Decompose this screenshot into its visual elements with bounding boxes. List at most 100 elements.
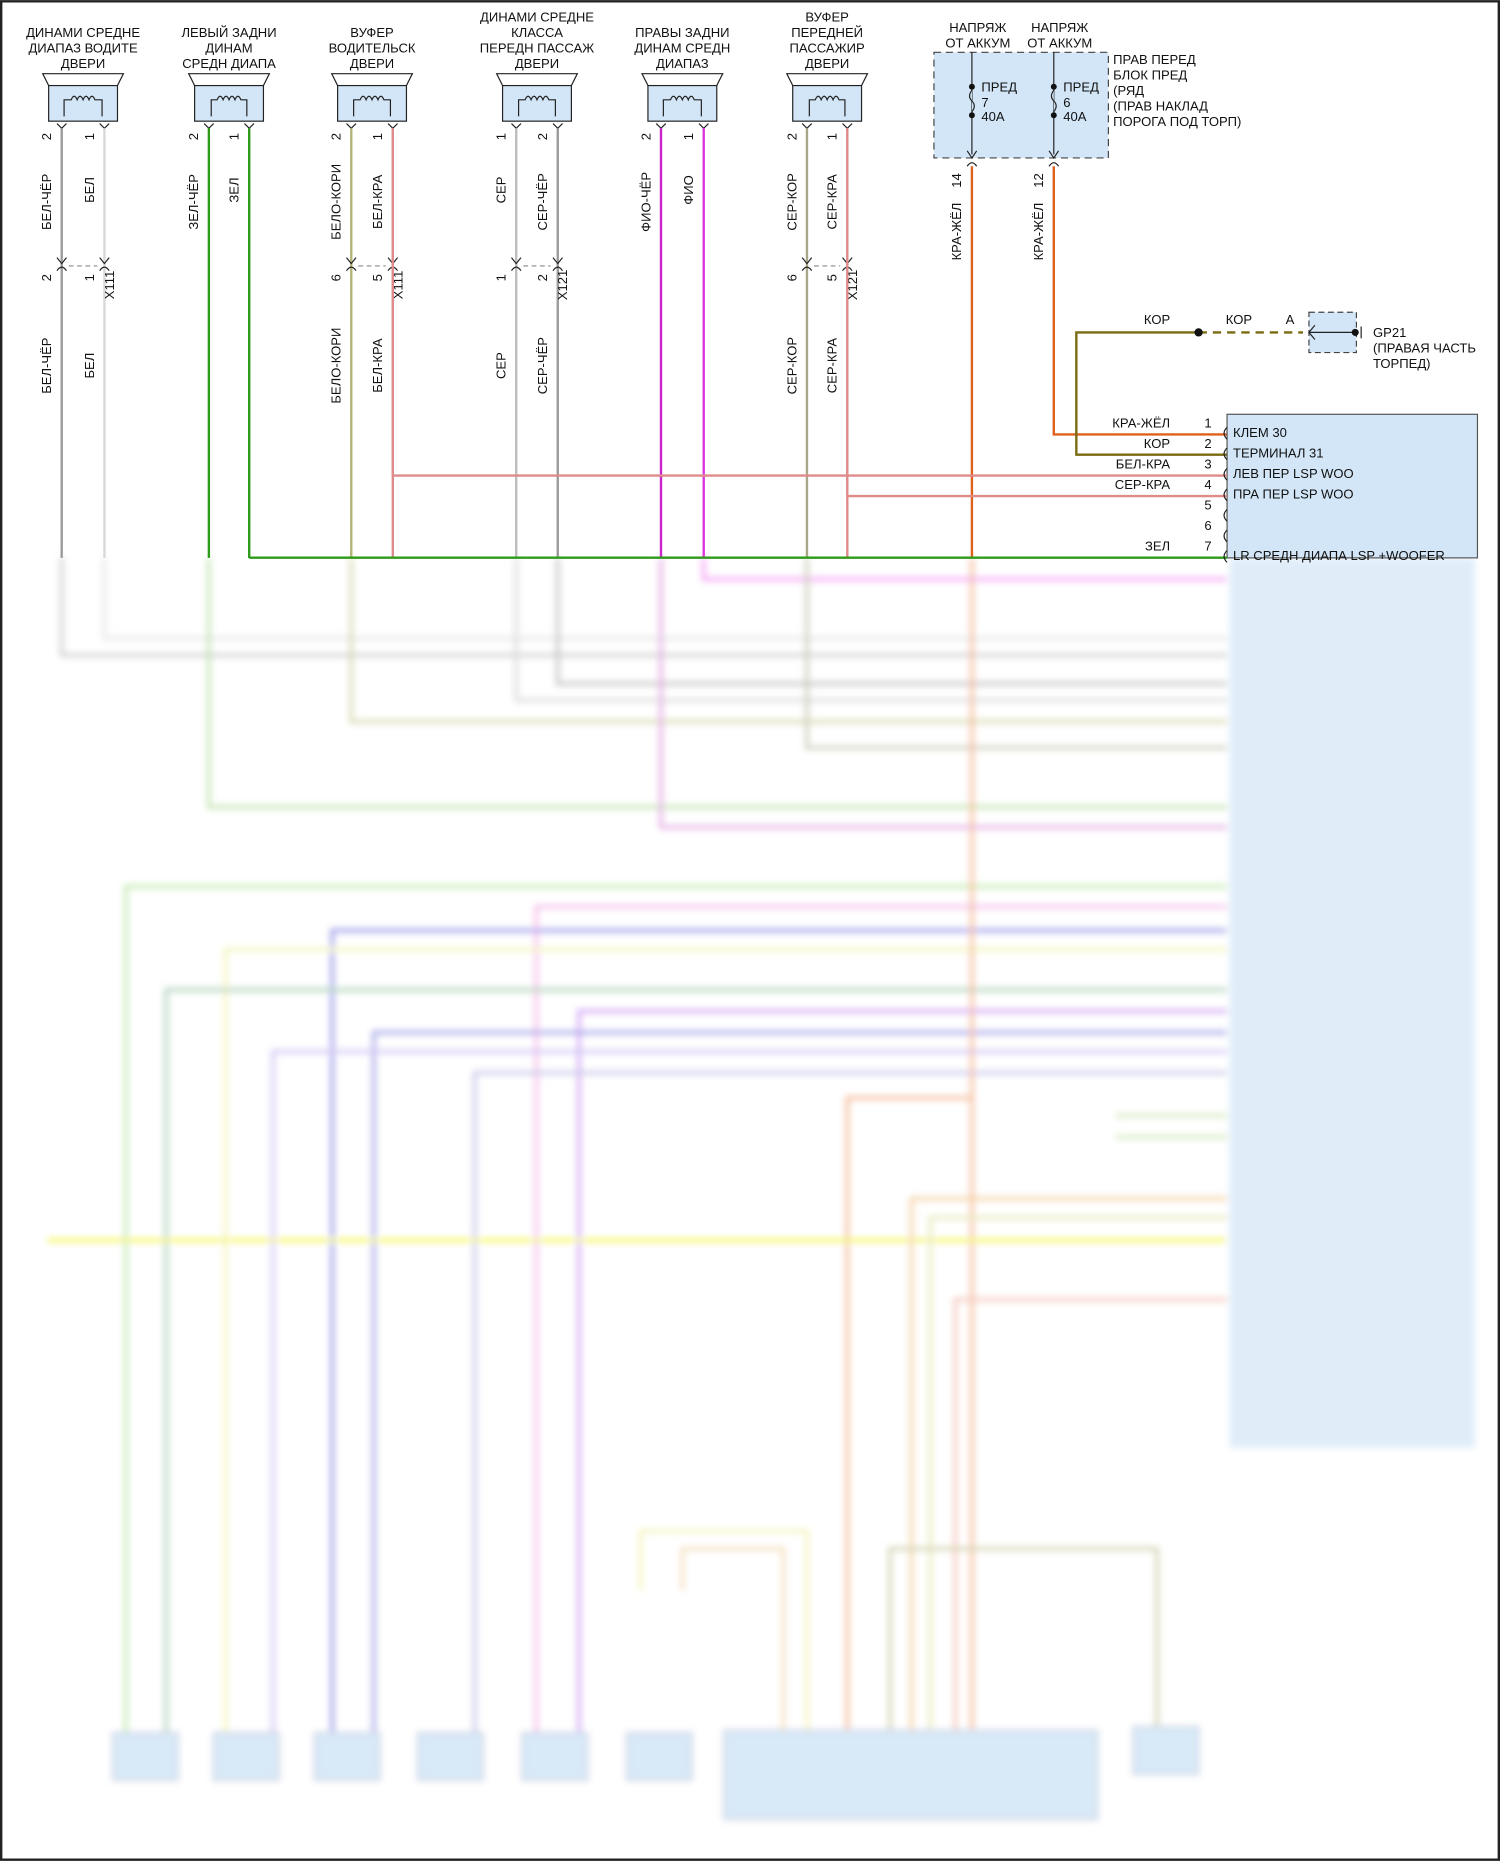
- pin-number: 1: [82, 133, 97, 140]
- speaker-coil-icon: [517, 95, 556, 117]
- wire-blurred: [472, 1071, 1228, 1733]
- speaker-title: СРЕДН ДИАПА: [182, 56, 276, 71]
- module-terminal-icon: [1223, 447, 1228, 461]
- wire-label: СЕР-КРА: [825, 338, 840, 394]
- speaker-body: [48, 84, 119, 122]
- speaker-horn-icon: [187, 73, 271, 87]
- wire-blurred: [271, 1049, 1228, 1733]
- wire-blurred: [953, 1297, 1228, 1733]
- speaker-title: ДИАПАЗ: [656, 56, 709, 71]
- fuse-block-label: (ПРАВ НАКЛАД: [1113, 98, 1208, 113]
- splice-point: [1194, 328, 1203, 337]
- fuse-terminal: [1050, 112, 1057, 119]
- wire: [391, 128, 1228, 477]
- speaker-title: ДИНАМ СРЕДН: [634, 40, 730, 55]
- ground-location: ТОРПЕД): [1373, 356, 1431, 371]
- wire-label: ЗЕЛ-ЧЁР: [186, 174, 201, 230]
- inline-connector-icon: [56, 257, 67, 272]
- speaker-title: ДИАПАЗ ВОДИТЕ: [28, 40, 138, 55]
- module-terminal-icon: [1223, 529, 1228, 543]
- diagram-blurred-area: [47, 557, 1476, 1820]
- pin-number: 2: [535, 133, 550, 140]
- fuse-block-label: БЛОК ПРЕД: [1113, 68, 1187, 83]
- fuse-terminal: [968, 112, 975, 119]
- connector-name: X111: [390, 271, 405, 300]
- power-source-label: ОТ АККУМ: [1027, 36, 1092, 51]
- speaker-title: ДВЕРИ: [805, 56, 849, 71]
- module-pin-function: ТЕРМИНАЛ 31: [1233, 445, 1324, 460]
- fuse-block-label: (РЯД: [1113, 83, 1144, 98]
- fuse-pin-number: 12: [1031, 173, 1046, 188]
- module-wire-label: СЕР-КРА: [1115, 477, 1171, 492]
- connector-name: X121: [845, 270, 860, 300]
- speaker-title: ВУФЕР: [350, 25, 394, 40]
- module-pin-number: 4: [1204, 477, 1211, 492]
- module-pin-function: ЛЕВ ПЕР LSP WOO: [1233, 466, 1354, 481]
- fuse-icon: [1050, 89, 1057, 113]
- module-wire-label: КРА-ЖЁЛ: [1112, 415, 1170, 430]
- module-pin-function: LR СРЕДН ДИАПА LSP +WOOFER: [1233, 548, 1445, 563]
- speaker-body: [501, 84, 572, 122]
- speaker-title: ДИНАМИ СРЕДНЕ: [480, 9, 594, 24]
- connector-terminal-icon: [511, 123, 522, 130]
- speaker-title: КЛАССА: [511, 25, 563, 40]
- module-pin-number: 5: [1204, 497, 1211, 512]
- speaker-body: [647, 84, 718, 122]
- wire-blurred: [330, 928, 1228, 1733]
- wire-label: СЕР: [494, 176, 509, 203]
- pin-number: 1: [494, 133, 509, 140]
- component-blurred: [723, 1729, 1099, 1820]
- speaker-body: [194, 84, 265, 122]
- speaker-horn-icon: [41, 73, 125, 87]
- wire-label: БЕЛ-ЧЁР: [39, 337, 54, 394]
- wire-blurred: [928, 1215, 1228, 1733]
- wire-blurred: [223, 947, 1228, 1733]
- connector-name: X111: [102, 271, 117, 300]
- connector-terminal-icon: [655, 123, 667, 130]
- wire-label: СЕР-КОР: [784, 337, 799, 395]
- module-pin-number: 3: [1204, 456, 1211, 471]
- wire-label: СЕР-ЧЁР: [535, 173, 550, 231]
- fuse-name: ПРЕД: [981, 79, 1017, 94]
- connector-terminal-icon: [56, 123, 67, 130]
- wire-label: БЕЛ-КРА: [370, 338, 385, 393]
- connector-terminal-icon: [346, 123, 357, 130]
- speaker-title: ЛЕВЫЙ ЗАДНИ: [181, 25, 276, 40]
- module-box: [1226, 413, 1479, 559]
- module-pin-number: 7: [1204, 539, 1211, 554]
- speaker-coil-icon: [662, 95, 702, 117]
- pin-number: 2: [638, 133, 653, 140]
- module-wire-label: БЕЛ-КРА: [1116, 456, 1171, 471]
- fuse-terminal: [968, 83, 975, 90]
- speaker-coil-icon: [210, 95, 248, 117]
- diagram-readable-area: ДИНАМИ СРЕДНЕ ДИАПАЗ ВОДИТЕ ДВЕРИ 2 БЕЛ-ЧЁР 2…: [26, 9, 1479, 563]
- inline-connector-icon: [510, 257, 522, 272]
- wire-blurred: [701, 557, 1228, 582]
- module-terminal-icon: [1223, 426, 1228, 440]
- pin-number: 1: [825, 133, 840, 140]
- connector-pin-number: 1: [82, 274, 97, 281]
- ground-pin: A: [1286, 312, 1295, 327]
- speaker-title: ДВЕРИ: [350, 56, 394, 71]
- connector-terminal-icon: [842, 123, 853, 130]
- pin-number: 2: [329, 133, 344, 140]
- wire-label: БЕЛ: [82, 353, 97, 379]
- speaker-title: ДВЕРИ: [515, 56, 559, 71]
- fuse-rating: 40A: [1063, 109, 1087, 124]
- speaker-body: [792, 84, 863, 122]
- fuse-icon: [968, 89, 975, 113]
- module-terminal-icon: [1223, 467, 1228, 481]
- fuse-name: ПРЕД: [1063, 79, 1099, 94]
- wire-blurred: [207, 557, 1228, 809]
- connector-terminal-icon: [99, 123, 110, 130]
- module-terminal-icon: [1223, 509, 1228, 522]
- component-blurred: [313, 1732, 381, 1781]
- module-pin-number: 6: [1204, 518, 1211, 533]
- fuse-block-label: ПРАВ ПЕРЕД: [1113, 52, 1196, 67]
- wire-blurred: [909, 1196, 1228, 1733]
